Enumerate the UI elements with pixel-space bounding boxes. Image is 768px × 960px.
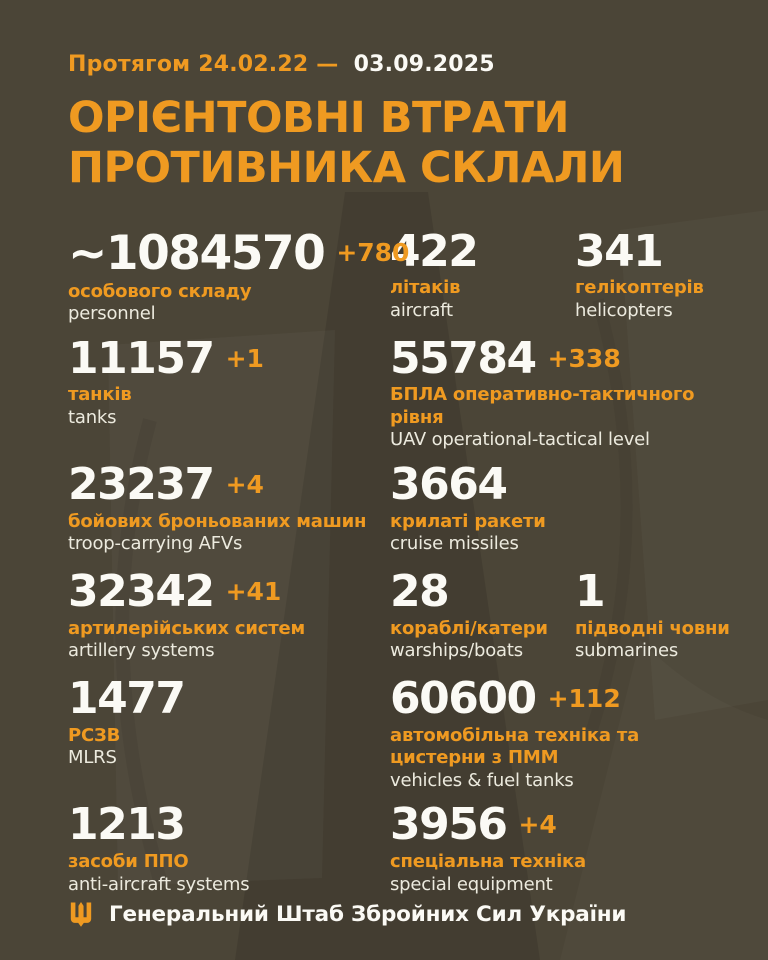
stat-air-defense-label-uk: засоби ППО — [68, 851, 189, 873]
stat-vehicles: 60600 +112 автомобільна техніка та цисте… — [390, 672, 738, 792]
stat-vehicles-value: 60600 — [390, 672, 537, 724]
stat-mlrs-value: 1477 — [68, 672, 186, 724]
stat-personnel-value: ~1084570 — [68, 225, 326, 281]
stat-submarines-label-uk: підводні човни — [575, 617, 730, 639]
stat-warships: 28 кораблі/катери warships/boats — [390, 565, 575, 663]
stats-row-6: 1213 засоби ППО anti-aircraft systems 39… — [68, 799, 738, 899]
title-line-1: ОРІЄНТОВНІ ВТРАТИ — [68, 93, 569, 143]
stat-vehicles-label-en: vehicles & fuel tanks — [390, 769, 574, 791]
stat-air-defense-label-en: anti-aircraft systems — [68, 873, 250, 895]
stat-aircraft-label-en: aircraft — [390, 299, 453, 321]
stat-cruise-missiles: 3664 крилаті ракети cruise missiles — [390, 458, 738, 556]
title-line-2: ПРОТИВНИКА СКЛАЛИ — [68, 143, 625, 194]
stat-afv-delta: +4 — [225, 469, 264, 499]
stats-row-3: 23237 +4 бойових броньованих машин troop… — [68, 458, 738, 559]
stats-row-4: 32342 +41 артилерійських систем artiller… — [68, 565, 738, 666]
stat-submarines-value: 1 — [575, 565, 606, 617]
stats-row-1: ~1084570 +780 особового складу personnel… — [68, 225, 738, 326]
stat-special-equipment-value: 3956 — [390, 799, 508, 851]
stat-helicopters-label-uk: гелікоптерів — [575, 277, 704, 299]
stat-aircraft: 422 літаків aircraft — [390, 225, 575, 323]
stat-submarines: 1 підводні човни submarines — [575, 565, 738, 663]
stat-artillery-value: 32342 — [68, 565, 215, 617]
stats-row-5: 1477 РСЗВ MLRS 60600 +112 автомобільна т… — [68, 672, 738, 792]
stat-personnel-delta: +780 — [336, 238, 410, 268]
stat-tanks-label-uk: танків — [68, 384, 132, 406]
stat-personnel: ~1084570 +780 особового складу personnel — [68, 225, 409, 326]
stat-vehicles-delta: +112 — [547, 683, 621, 713]
stat-cruise-missiles-value: 3664 — [390, 458, 508, 510]
stat-tanks-delta: +1 — [225, 343, 264, 373]
stat-afv: 23237 +4 бойових броньованих машин troop… — [68, 458, 390, 556]
stat-afv-label-uk: бойових броньованих машин — [68, 510, 367, 532]
stat-air-defense-value: 1213 — [68, 799, 186, 851]
stat-afv-value: 23237 — [68, 458, 215, 510]
stat-mlrs-label-uk: РСЗВ — [68, 724, 121, 746]
stat-cruise-missiles-label-uk: крилаті ракети — [390, 510, 546, 532]
stat-artillery: 32342 +41 артилерійських систем artiller… — [68, 565, 390, 663]
stat-aircraft-value: 422 — [390, 225, 479, 277]
stat-afv-label-en: troop-carrying AFVs — [68, 533, 243, 555]
stat-special-equipment-label-uk: спеціальна техніка — [390, 851, 587, 873]
stat-uav-delta: +338 — [547, 343, 621, 373]
stat-air-defense: 1213 засоби ППО anti-aircraft systems — [68, 799, 390, 896]
stat-tanks: 11157 +1 танків tanks — [68, 332, 390, 430]
stat-vehicles-label-uk: автомобільна техніка та цистерни з ПММ — [390, 724, 640, 769]
stat-personnel-label-uk: особового складу — [68, 280, 252, 302]
stat-uav-label-uk: БПЛА оперативно-тактичного рівня — [390, 384, 695, 428]
stat-tanks-label-en: tanks — [68, 406, 117, 428]
stat-aircraft-label-uk: літаків — [390, 277, 461, 299]
stat-helicopters-label-en: helicopters — [575, 299, 673, 321]
page-title: ОРІЄНТОВНІ ВТРАТИ ПРОТИВНИКА СКЛАЛИ — [68, 93, 738, 194]
stat-special-equipment: 3956 +4 спеціальна техніка special equip… — [390, 799, 738, 896]
stats-grid: ~1084570 +780 особового складу personnel… — [68, 225, 738, 900]
stat-warships-value: 28 — [390, 565, 450, 617]
stat-personnel-label-en: personnel — [68, 303, 156, 325]
stat-warships-label-en: warships/boats — [390, 640, 523, 662]
period-line: Протягом 24.02.22 — 03.09.2025 — [68, 52, 738, 77]
stat-submarines-label-en: submarines — [575, 640, 679, 662]
stat-artillery-delta: +41 — [225, 576, 282, 606]
stat-helicopters-value: 341 — [575, 225, 664, 277]
stat-uav: 55784 +338 БПЛА оперативно-тактичного рі… — [390, 332, 738, 452]
stat-tanks-value: 11157 — [68, 332, 215, 384]
stat-artillery-label-uk: артилерійських систем — [68, 617, 305, 639]
period-range-label: Протягом 24.02.22 — — [68, 52, 339, 77]
stat-cruise-missiles-label-en: cruise missiles — [390, 533, 519, 555]
stat-artillery-label-en: artillery systems — [68, 640, 215, 662]
period-current-date: 03.09.2025 — [353, 52, 495, 77]
stat-warships-label-uk: кораблі/катери — [390, 617, 548, 639]
stat-special-equipment-label-en: special equipment — [390, 873, 553, 895]
stats-row-2: 11157 +1 танків tanks 55784 +338 БПЛА оп… — [68, 332, 738, 452]
stat-helicopters: 341 гелікоптерів helicopters — [575, 225, 738, 323]
stat-mlrs: 1477 РСЗВ MLRS — [68, 672, 390, 770]
trident-icon — [70, 902, 92, 927]
stat-mlrs-label-en: MLRS — [68, 747, 117, 769]
stat-uav-label-en: UAV operational-tactical level — [390, 429, 650, 451]
footer-source: Генеральний Штаб Збройних Сил України — [109, 901, 627, 927]
stat-uav-value: 55784 — [390, 332, 537, 384]
stat-special-equipment-delta: +4 — [518, 810, 557, 840]
footer: Генеральний Штаб Збройних Сил України — [68, 900, 626, 928]
